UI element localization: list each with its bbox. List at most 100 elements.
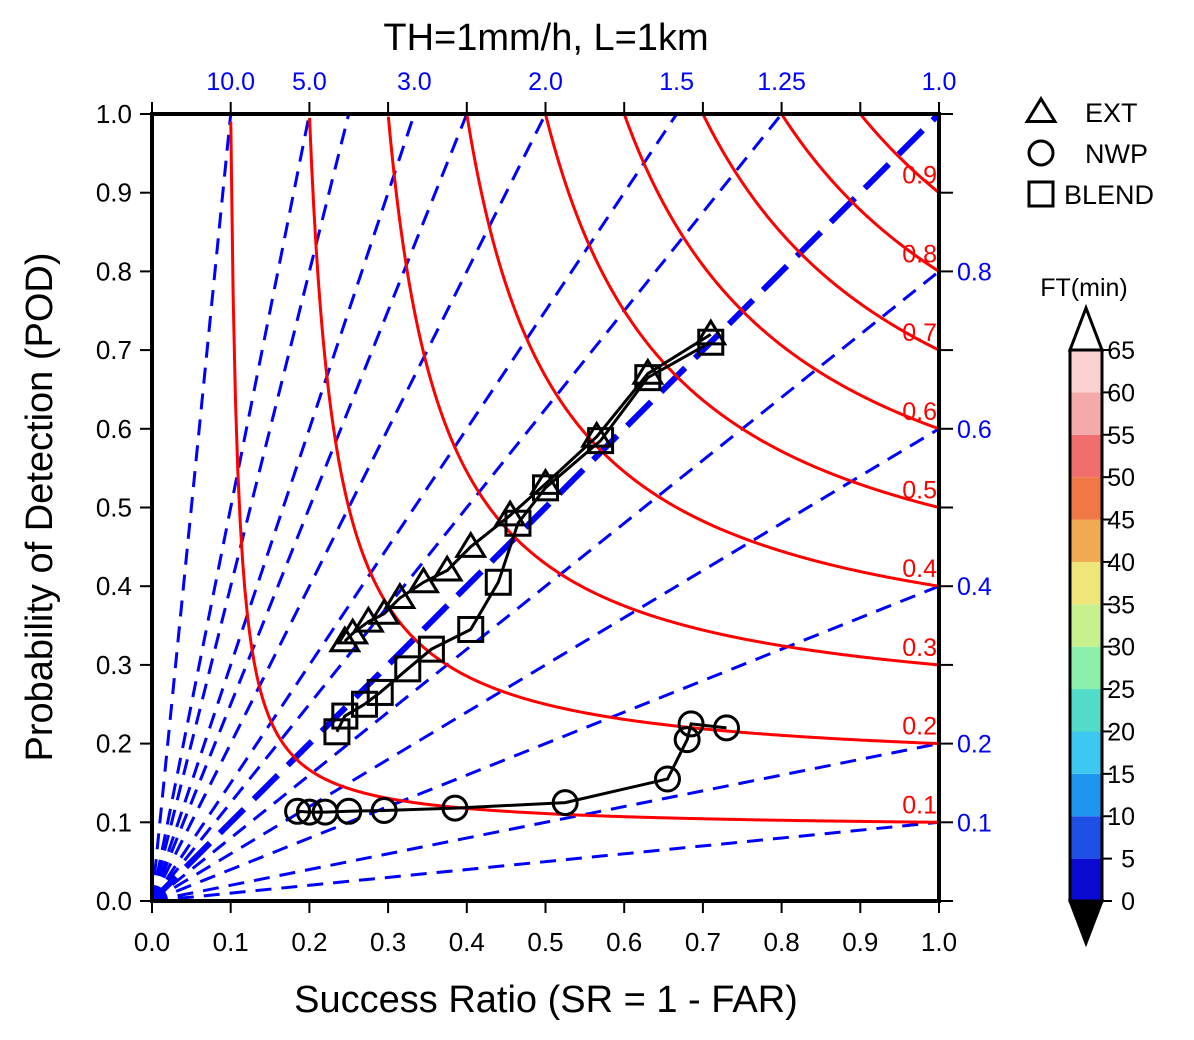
data-point-nwp: [295, 798, 323, 826]
bias-line: [152, 114, 939, 901]
data-point-ext: [328, 625, 362, 653]
y-tick-label: 0.6: [96, 414, 132, 444]
data-point-ext: [367, 597, 401, 625]
legend-marker-blend: [1027, 180, 1055, 208]
csi-label: 0.8: [902, 240, 937, 268]
y-tick-label: 0.5: [96, 493, 132, 523]
axis-ticks: 0.0 0.1 0.2 0.3 0.4 0.5 0.6 0.7 0.8 0.9 1.0 0.0 0.1 0…: [96, 99, 957, 957]
bias-label: 10.0: [206, 68, 255, 96]
data-point-blend: [394, 655, 422, 683]
csi-label: 0.6: [902, 398, 937, 426]
x-tick-label: 0.9: [842, 927, 878, 957]
x-tick-label: 0.5: [527, 927, 563, 957]
y-axis-title: Probability of Detection (POD): [19, 253, 61, 762]
csi-contour: [465, 115, 939, 588]
y-tick-label: 0.7: [96, 335, 132, 365]
bias-lines: [152, 114, 939, 901]
x-tick-label: 0.1: [213, 927, 249, 957]
colorbar-segment: [1070, 434, 1102, 478]
colorbar-over-arrow: [1067, 303, 1105, 352]
legend-marker-nwp: [1027, 139, 1055, 167]
csi-label: 0.4: [902, 555, 937, 583]
bias-line: [152, 114, 233, 901]
y-tick-label: 0.0: [96, 886, 132, 916]
csi-label: 0.7: [902, 319, 937, 347]
colorbar-segment: [1070, 561, 1102, 605]
y-tick-label: 0.8: [96, 256, 132, 286]
csi-contour: [623, 114, 939, 431]
data-point-blend: [532, 474, 559, 502]
colorbar-segment: [1070, 519, 1102, 562]
x-tick-label: 1.0: [921, 927, 957, 957]
bias-line: [152, 742, 939, 901]
colorbar-segment: [1070, 816, 1102, 859]
bias-label: 1.0: [922, 68, 957, 96]
data-point-nwp: [370, 796, 398, 824]
data-point-ext: [351, 605, 385, 633]
data-point-nwp: [441, 794, 469, 822]
colorbar-tick-label: 65: [1107, 337, 1135, 365]
y-tick-label: 0.2: [96, 729, 132, 759]
y-tick-label: 1.0: [96, 99, 132, 129]
data-point-ext: [454, 530, 488, 558]
colorbar-frame: [1068, 348, 1104, 903]
data-point-nwp: [551, 789, 579, 817]
colorbar-tick-label: 55: [1107, 422, 1135, 450]
colorbar-tick-label: 5: [1121, 846, 1135, 874]
csi-contour: [780, 114, 939, 273]
csi-contour: [859, 114, 939, 194]
colorbar-tick-label: 20: [1107, 718, 1135, 746]
legend-label: NWP: [1085, 139, 1148, 169]
colorbar-tick-label: 60: [1107, 379, 1135, 407]
x-tick-label: 0.0: [134, 927, 170, 957]
data-point-nwp: [284, 797, 312, 825]
data-point-ext: [631, 357, 665, 385]
bias-label: 0.4: [957, 573, 992, 601]
bias-line: [152, 427, 939, 901]
bias-line: [152, 270, 939, 901]
legend: EXT NWP BLEND: [1024, 95, 1154, 210]
bias-line: [152, 114, 547, 901]
bias-line: [152, 114, 311, 901]
colorbar-segment: [1070, 350, 1102, 393]
colorbar-segment: [1070, 646, 1102, 690]
colorbar-segment: [1070, 477, 1102, 520]
colorbar-segment: [1070, 731, 1102, 774]
bias-line: [152, 114, 351, 901]
series-layer: [284, 318, 741, 826]
bias-line: [152, 820, 939, 901]
colorbar-segment: [1070, 773, 1102, 817]
x-tick-label: 0.3: [370, 927, 406, 957]
series-line-ext: [343, 333, 712, 643]
legend-label: EXT: [1085, 98, 1138, 128]
data-point-ext: [430, 554, 464, 582]
data-point-nwp: [677, 710, 705, 738]
colorbar-segment: [1070, 858, 1102, 901]
colorbar-tick-label: 40: [1107, 549, 1135, 577]
data-point-nwp: [673, 726, 701, 754]
colorbar-segment: [1070, 604, 1102, 647]
data-point-blend: [587, 427, 615, 455]
x-tick-label: 0.6: [606, 927, 642, 957]
data-point-nwp: [311, 798, 339, 826]
csi-contour: [308, 117, 939, 746]
x-tick-label: 0.4: [449, 927, 485, 957]
legend-marker-ext: [1024, 95, 1058, 124]
bias-line: [152, 114, 783, 901]
csi-contour: [229, 121, 939, 824]
y-tick-label: 0.3: [96, 650, 132, 680]
colorbar-tick-label: 25: [1107, 676, 1135, 704]
csi-lines: [229, 114, 939, 824]
data-point-nwp: [653, 765, 681, 793]
data-point-ext: [493, 499, 527, 527]
data-point-blend: [697, 328, 725, 356]
colorbar-tick-label: 30: [1107, 634, 1135, 662]
colorbar-segment: [1070, 392, 1102, 435]
x-tick-label: 0.2: [291, 927, 327, 957]
bias-label: 0.2: [957, 731, 992, 759]
data-point-ext: [406, 566, 441, 594]
y-tick-label: 0.1: [96, 807, 132, 837]
csi-contour: [544, 115, 939, 509]
data-point-blend: [504, 509, 532, 537]
